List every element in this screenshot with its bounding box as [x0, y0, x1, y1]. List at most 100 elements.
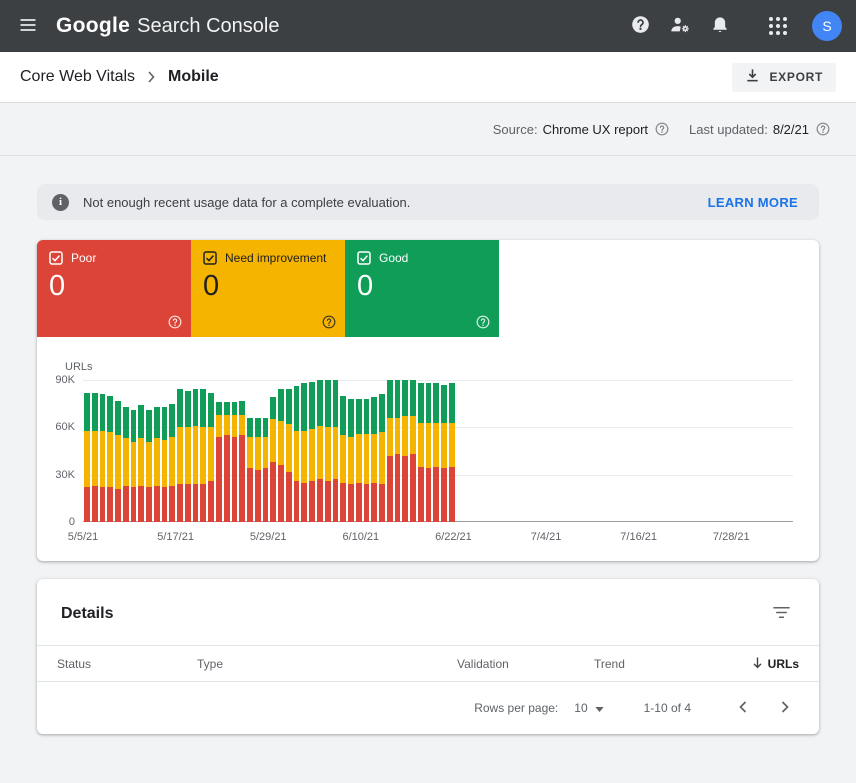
help-circle-icon[interactable] [168, 315, 182, 329]
segment-poor [208, 480, 215, 522]
segment-need_improvement [192, 425, 199, 485]
export-button[interactable]: EXPORT [732, 62, 836, 92]
chart-bar-5/13/21[interactable] [146, 380, 152, 522]
chart-bar-5/29/21[interactable] [270, 380, 277, 522]
notifications-icon [710, 15, 730, 38]
user-settings-button[interactable] [660, 6, 700, 46]
chart-bar-5/17/21[interactable] [177, 380, 183, 522]
chart-bar-5/9/21[interactable] [115, 380, 121, 522]
chart-bar-5/31/21[interactable] [285, 380, 292, 522]
chart-bar-6/8/21[interactable] [348, 380, 354, 522]
chart-bar-5/19/21[interactable] [192, 380, 199, 522]
chart-bar-6/6/21[interactable] [332, 380, 339, 522]
chart-bar-5/25/21[interactable] [239, 380, 246, 522]
chart-bar-5/10/21[interactable] [122, 380, 129, 522]
next-page-button[interactable] [773, 696, 797, 720]
chart-bar-5/7/21[interactable] [99, 380, 106, 522]
chart-bar-6/11/21[interactable] [371, 380, 378, 522]
rows-per-page-select[interactable]: 10 [574, 701, 604, 715]
chart-bar-6/19/21[interactable] [433, 380, 440, 522]
chart-bar-6/21/21[interactable] [448, 380, 455, 522]
help-button[interactable] [620, 6, 660, 46]
avatar[interactable]: S [812, 11, 842, 41]
chart-bar-6/5/21[interactable] [324, 380, 331, 522]
chart-bar-5/27/21[interactable] [254, 380, 261, 522]
segment-good [262, 417, 269, 437]
chart-bar-5/14/21[interactable] [153, 380, 160, 522]
segment-need_improvement [417, 422, 424, 467]
chart-bar-6/17/21[interactable] [417, 380, 424, 522]
question-circle-icon[interactable] [655, 122, 669, 136]
chart-bar-5/15/21[interactable] [161, 380, 168, 522]
column-validation[interactable]: Validation [457, 656, 509, 671]
chart-bar-6/13/21[interactable] [386, 380, 393, 522]
segment-poor [355, 482, 362, 522]
chart-bar-6/3/21[interactable] [309, 380, 315, 522]
chart-bar-5/8/21[interactable] [107, 380, 114, 522]
previous-page-button[interactable] [731, 696, 755, 720]
chart-bar-6/9/21[interactable] [355, 380, 362, 522]
chart-bar-5/20/21[interactable] [200, 380, 207, 522]
segment-poor [270, 462, 277, 522]
chart-bar-6/15/21[interactable] [402, 380, 409, 522]
chart-bar-5/5/21[interactable] [84, 380, 90, 522]
chart-bar-5/12/21[interactable] [138, 380, 145, 522]
chart-bar-5/26/21[interactable] [247, 380, 253, 522]
chart-bar-5/16/21[interactable] [169, 380, 176, 522]
column-trend[interactable]: Trend [594, 656, 625, 671]
chart-bar-5/28/21[interactable] [262, 380, 269, 522]
help-circle-icon[interactable] [476, 315, 490, 329]
menu-button[interactable] [8, 6, 48, 46]
breadcrumb-section[interactable]: Core Web Vitals [20, 68, 136, 85]
chart-bar-6/4/21[interactable] [316, 380, 323, 522]
chart-bar-6/2/21[interactable] [301, 380, 308, 522]
chart-bar-6/10/21[interactable] [363, 380, 370, 522]
chart-bar-5/11/21[interactable] [130, 380, 137, 522]
segment-need_improvement [262, 436, 269, 469]
chart-bar-5/6/21[interactable] [91, 380, 98, 522]
x-axis-label: 5/17/21 [157, 531, 194, 543]
tile-good[interactable]: Good 0 [345, 240, 499, 337]
chart-bar-6/1/21[interactable] [293, 380, 300, 522]
segment-good [410, 380, 416, 417]
segment-need_improvement [231, 414, 238, 437]
notifications-button[interactable] [700, 6, 740, 46]
segment-good [231, 402, 238, 415]
chart-bar-6/7/21[interactable] [340, 380, 347, 522]
segment-poor [216, 436, 222, 522]
column-urls[interactable]: URLs [752, 656, 799, 672]
column-status[interactable]: Status [57, 656, 92, 671]
app-logo[interactable]: Google Search Console [56, 14, 279, 38]
segment-need_improvement [153, 438, 160, 486]
checkbox-checked-icon[interactable] [203, 251, 217, 265]
filter-button[interactable] [767, 600, 795, 628]
page-range: 1-10 of 4 [643, 701, 691, 715]
segment-need_improvement [441, 422, 447, 469]
tile-need-improvement[interactable]: Need improvement 0 [191, 240, 345, 337]
chart-bar-5/30/21[interactable] [278, 380, 284, 522]
chart-bar-6/20/21[interactable] [441, 380, 447, 522]
chart-bar-5/21/21[interactable] [208, 380, 215, 522]
chart-bar-6/18/21[interactable] [425, 380, 432, 522]
chart-bar-6/14/21[interactable] [394, 380, 401, 522]
chart-bar-6/16/21[interactable] [410, 380, 416, 522]
chart-bar-5/24/21[interactable] [231, 380, 238, 522]
column-urls-label: URLs [767, 656, 799, 671]
segment-poor [177, 484, 183, 522]
segment-poor [340, 482, 347, 522]
chart-bar-5/18/21[interactable] [184, 380, 191, 522]
chart-bar-6/12/21[interactable] [379, 380, 385, 522]
chart-bar-5/22/21[interactable] [216, 380, 222, 522]
tile-poor[interactable]: Poor 0 [37, 240, 191, 337]
learn-more-link[interactable]: LEARN MORE [707, 194, 798, 210]
checkbox-checked-icon[interactable] [49, 251, 63, 265]
question-circle-icon[interactable] [816, 122, 830, 136]
column-type[interactable]: Type [197, 656, 224, 671]
chart-bar-5/23/21[interactable] [223, 380, 230, 522]
checkbox-checked-icon[interactable] [357, 251, 371, 265]
help-circle-icon[interactable] [322, 315, 336, 329]
chart-plot: 90K 60K 30K 0 [55, 374, 793, 528]
rows-per-page-label: Rows per page: [474, 701, 559, 715]
sort-desc-icon [752, 656, 763, 672]
apps-grid-button[interactable] [758, 6, 798, 46]
